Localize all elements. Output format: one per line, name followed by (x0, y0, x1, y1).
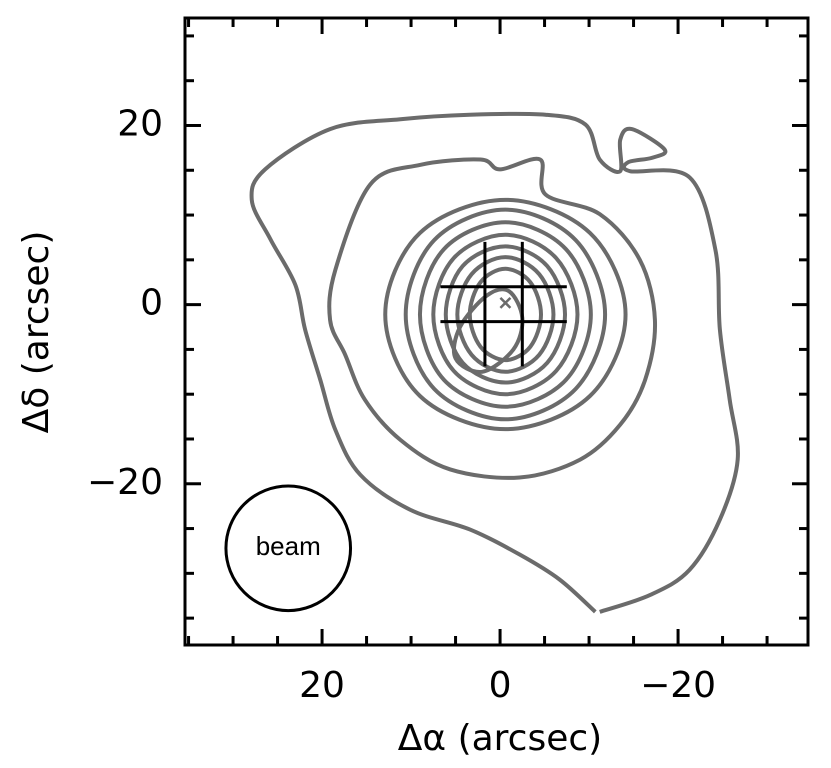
x-tick-label: 20 (299, 665, 345, 706)
contour (431, 232, 580, 397)
x-tick-label: −20 (640, 665, 716, 706)
contour (451, 287, 525, 374)
contour (403, 207, 608, 422)
y-axis-title: Δδ (arcsec) (16, 231, 57, 434)
contour (417, 220, 593, 409)
beam-label: beam (256, 531, 321, 561)
contour (467, 266, 543, 363)
x-tick-label: 0 (489, 665, 512, 706)
contour (443, 244, 568, 385)
contour (249, 111, 740, 614)
plot-frame (183, 16, 810, 647)
contour (455, 255, 556, 374)
peak-marker (499, 296, 512, 309)
contour (327, 156, 657, 480)
contour (383, 197, 628, 432)
y-tick-label: 0 (140, 283, 163, 324)
y-tick-label: 20 (117, 103, 163, 144)
x-axis-title: Δα (arcsec) (398, 718, 602, 759)
y-tick-label: −20 (87, 462, 163, 503)
beam (224, 484, 353, 613)
